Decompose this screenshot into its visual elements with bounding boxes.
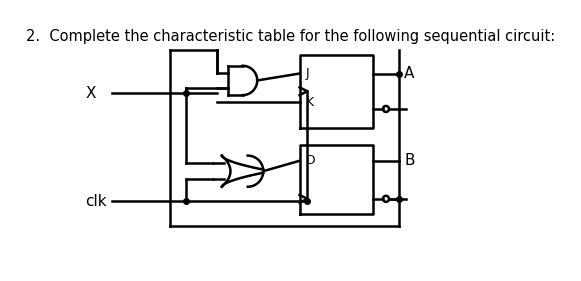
Text: K: K — [306, 96, 314, 108]
Text: B: B — [404, 153, 415, 168]
Text: A: A — [404, 66, 414, 81]
Text: 2.  Complete the characteristic table for the following sequential circuit:: 2. Complete the characteristic table for… — [26, 29, 555, 44]
Text: D: D — [306, 154, 315, 167]
Text: X: X — [85, 86, 96, 101]
Text: clk: clk — [85, 194, 107, 209]
Text: J: J — [306, 67, 309, 80]
